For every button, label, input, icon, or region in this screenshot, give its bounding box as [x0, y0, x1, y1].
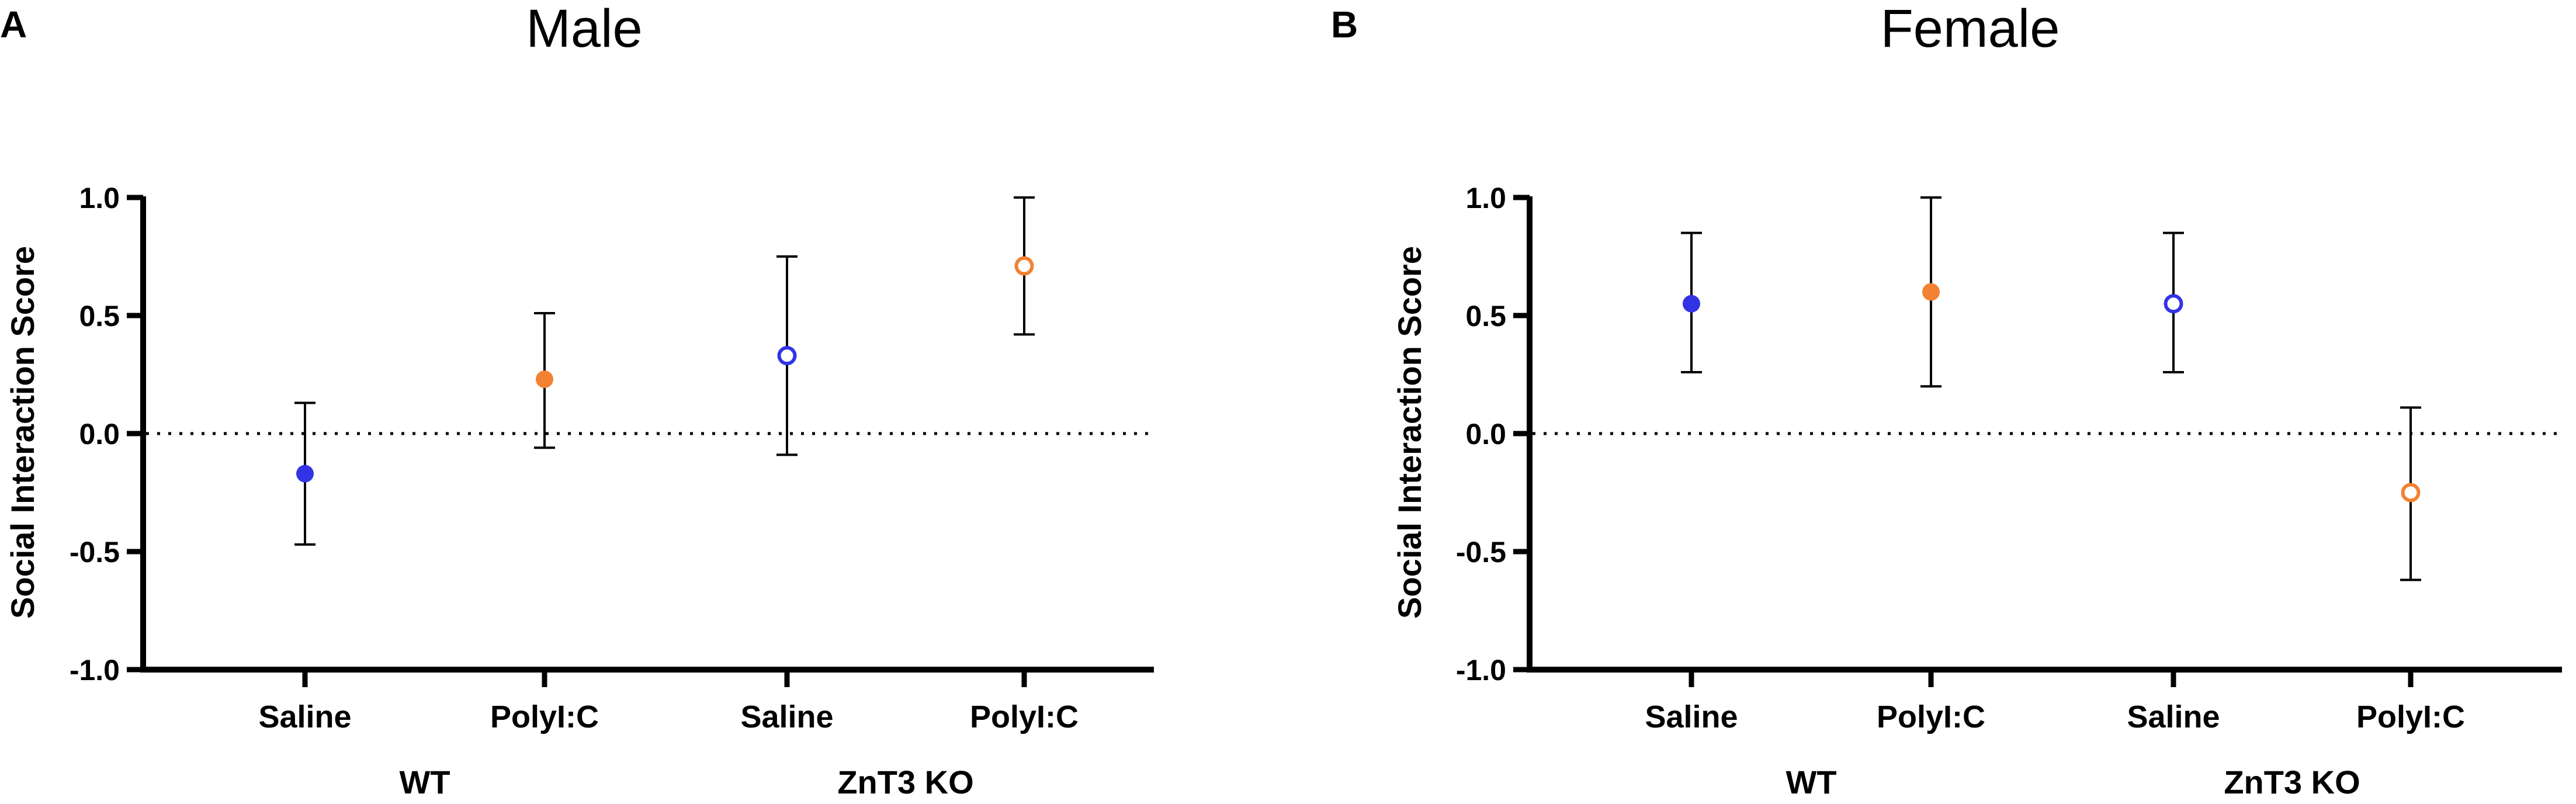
- panel-letter-a: A: [0, 4, 27, 46]
- y-tick-label: -0.5: [70, 536, 120, 569]
- data-point: [1014, 256, 1034, 276]
- y-tick-label: 0.0: [1465, 418, 1506, 450]
- data-point: [1922, 283, 1940, 301]
- y-tick-label: 1.0: [79, 182, 120, 214]
- data-point: [777, 346, 797, 366]
- group-label: ZnT3 KO: [2224, 764, 2360, 800]
- y-tick-label: 0.5: [79, 300, 120, 332]
- data-point: [2164, 294, 2183, 314]
- group-label: WT: [1785, 764, 1836, 800]
- y-tick-label: -1.0: [70, 654, 120, 687]
- chart-title-male: Male: [526, 0, 642, 58]
- y-tick-label: 0.0: [79, 418, 120, 450]
- y-tick-label: 1.0: [1465, 182, 1506, 214]
- y-tick-label: -0.5: [1456, 536, 1506, 569]
- x-tick-label: Saline: [258, 699, 351, 734]
- x-tick-label: PolyI:C: [2356, 699, 2465, 734]
- x-tick-label: PolyI:C: [1877, 699, 1985, 734]
- data-point: [536, 370, 553, 389]
- x-tick-label: PolyI:C: [970, 699, 1079, 734]
- chart-title-female: Female: [1881, 0, 2060, 58]
- y-tick-label: -1.0: [1456, 654, 1506, 687]
- y-tick-label: 0.5: [1465, 300, 1506, 332]
- group-label: ZnT3 KO: [837, 764, 973, 800]
- x-tick-label: Saline: [740, 699, 833, 734]
- group-label: WT: [399, 764, 450, 800]
- panel-male: A Male Social Interaction Score -1.0 -0.5…: [0, 0, 1154, 800]
- data-point: [2401, 483, 2421, 503]
- x-tick-label: Saline: [1645, 699, 1738, 734]
- plot-area-male: -1.0 -0.5 0.0 0.5 1.0 Saline PolyI:C Saline Poly…: [70, 182, 1154, 800]
- panel-female: B Female Social Interaction Score -1.0 -0…: [1331, 0, 2562, 800]
- x-tick-label: Saline: [2127, 699, 2220, 734]
- plot-area-female: -1.0 -0.5 0.0 0.5 1.0 Saline PolyI:C Saline Poly…: [1456, 182, 2562, 800]
- x-tick-label: PolyI:C: [490, 699, 599, 734]
- y-axis-label-male: Social Interaction Score: [4, 246, 41, 619]
- data-point: [1683, 294, 1700, 313]
- panel-letter-b: B: [1331, 4, 1358, 46]
- data-point: [296, 465, 314, 483]
- y-axis-label-female: Social Interaction Score: [1391, 246, 1428, 619]
